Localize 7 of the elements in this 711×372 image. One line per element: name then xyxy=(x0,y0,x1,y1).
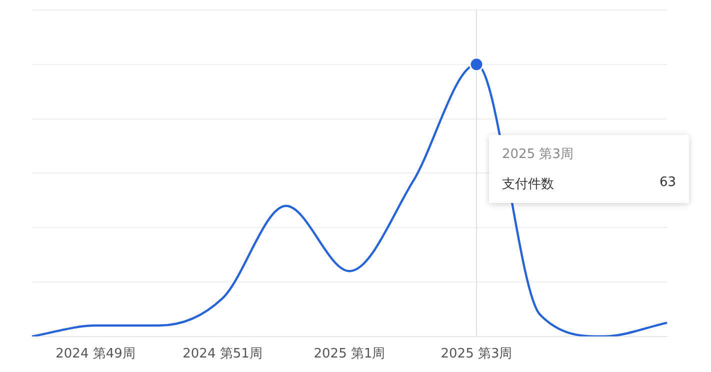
annotation: 63 xyxy=(659,175,676,192)
annotation: 2025 第3周 xyxy=(502,146,574,163)
x-tick-label: 2024 第49周 xyxy=(56,346,136,362)
x-tick-label: 2025 第1周 xyxy=(314,346,386,362)
x-tick-label: 2024 第51周 xyxy=(182,346,262,362)
x-tick-label: 2025 第3周 xyxy=(440,346,512,362)
series-label: 支付件数 xyxy=(502,176,554,193)
